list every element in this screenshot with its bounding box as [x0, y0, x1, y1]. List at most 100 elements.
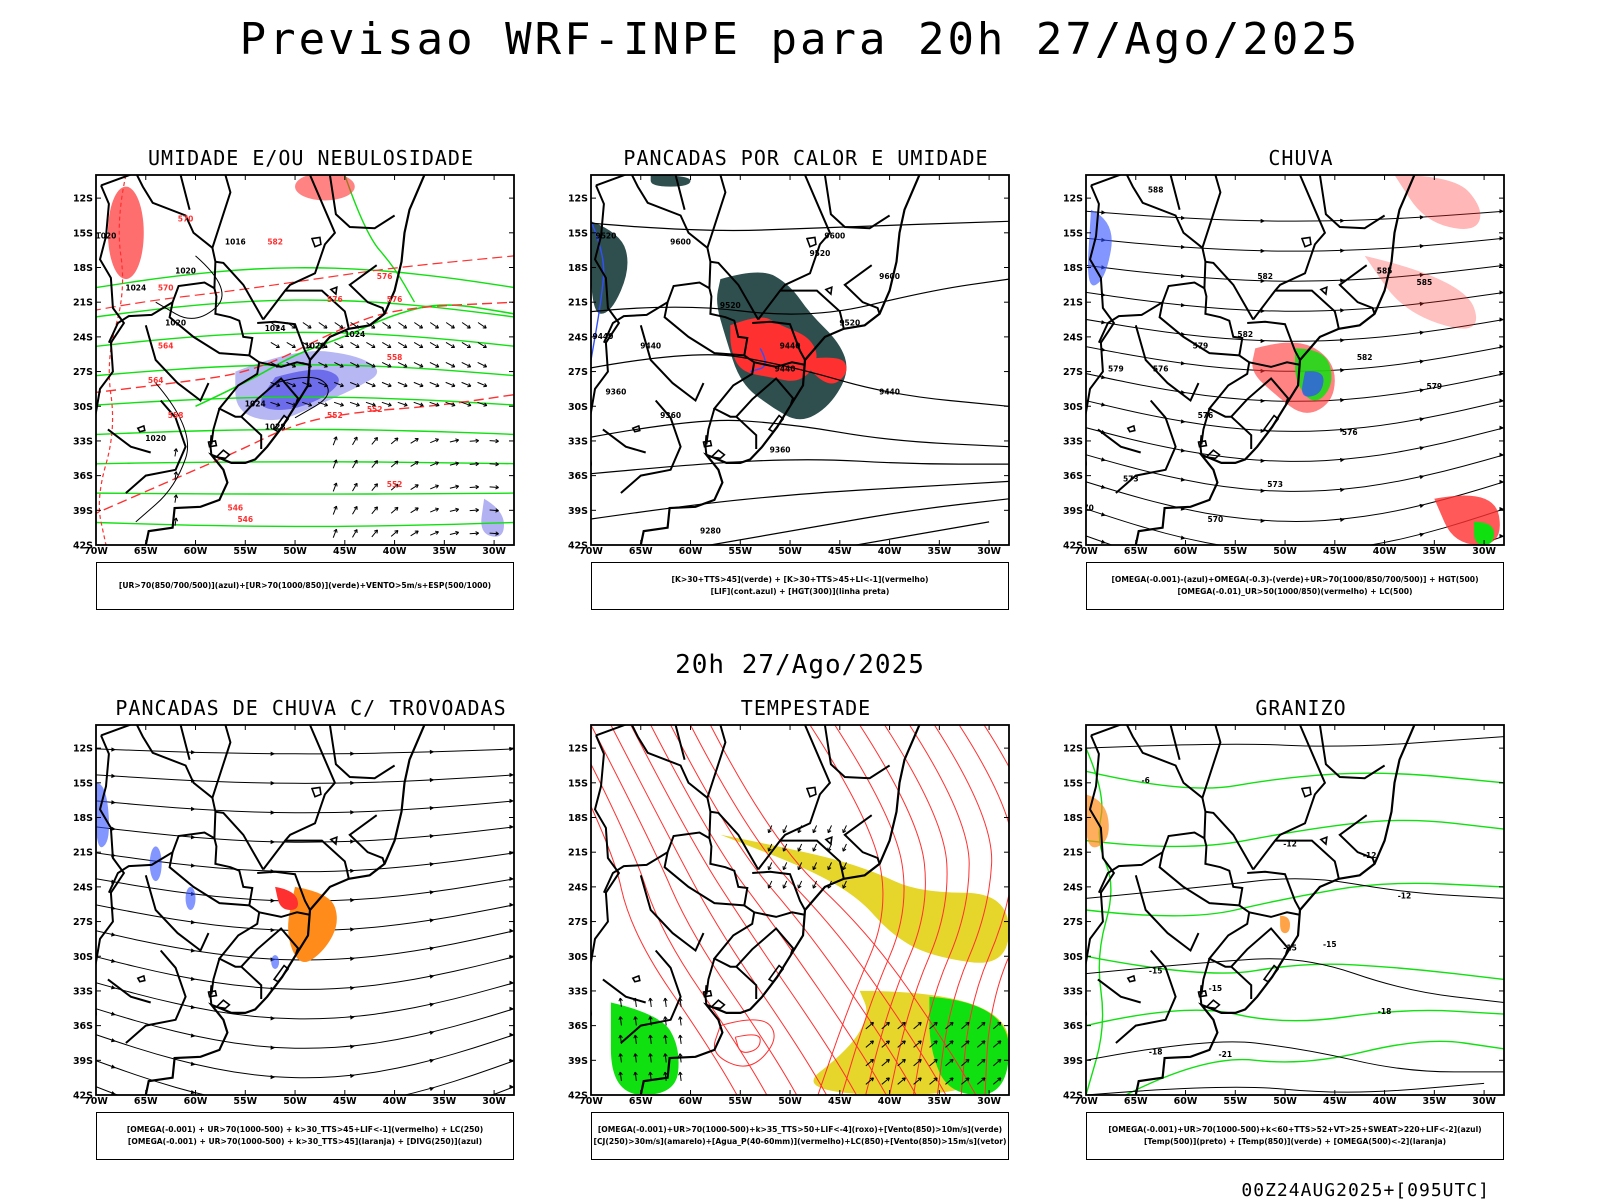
- legend-box: [OMEGA(-0.001)-(azul)+OMEGA(-0.3)-(verde…: [1086, 562, 1504, 610]
- streamline-arrow: [1101, 540, 1106, 544]
- streamline: [76, 774, 514, 784]
- contour-label: 1024: [125, 284, 146, 293]
- country-border: [126, 951, 186, 1044]
- lon-tick-label: 35W: [927, 1096, 951, 1107]
- contour-label: 585: [1417, 278, 1433, 287]
- streamline-arrow: [1340, 368, 1345, 372]
- lon-tick-label: 35W: [1422, 1096, 1446, 1107]
- contour-label: 9360: [770, 446, 791, 455]
- lat-tick-label: 24S: [568, 332, 588, 343]
- lat-tick-label: 24S: [73, 882, 93, 893]
- lon-tick-label: 30W: [482, 1096, 506, 1107]
- country-border: [1098, 979, 1141, 1002]
- streamline-arrow: [1101, 402, 1106, 406]
- country-border: [1253, 175, 1325, 320]
- green-contour: [76, 493, 514, 494]
- streamline: [1066, 236, 1504, 251]
- lon-tick-label: 30W: [1472, 546, 1496, 557]
- lon-tick-label: 50W: [283, 1096, 307, 1107]
- lat-tick-label: 30S: [73, 952, 93, 963]
- lat-tick-label: 36S: [1063, 471, 1083, 482]
- temp500-contour: [1086, 879, 1504, 899]
- country-border: [825, 725, 890, 778]
- legend-line: [OMEGA(-0.01)_UR>50(1000/850)(vermelho) …: [1178, 586, 1413, 598]
- streamline-arrow: [1420, 215, 1425, 219]
- lon-tick-label: 50W: [778, 546, 802, 557]
- divergence-speckle: [271, 955, 279, 969]
- lat-tick-label: 33S: [73, 436, 93, 447]
- streamline-arrow: [430, 862, 435, 866]
- streamline-arrow: [1181, 274, 1186, 278]
- green-contour: [76, 462, 514, 464]
- contour-label: -6: [1142, 776, 1150, 785]
- streamline-arrow: [1261, 459, 1266, 463]
- legend-line: [LIF](cont.azul) + [HGT(300)](linha pret…: [711, 586, 890, 598]
- contour-label: 1016: [225, 237, 246, 246]
- map-layer: [561, 723, 1031, 1112]
- streamline-arrow: [1101, 512, 1106, 516]
- lat-tick-label: 12S: [568, 194, 588, 205]
- page-title: Previsao WRF-INPE para 20h 27/Ago/2025: [0, 14, 1600, 65]
- lat-tick-label: 21S: [1063, 848, 1083, 859]
- country-border: [1091, 723, 1242, 906]
- lake: [216, 1000, 229, 1008]
- hgt300-contour: [571, 460, 1009, 476]
- panel-title: PANCADAS POR CALOR E UMIDADE: [591, 146, 1021, 170]
- country-border: [1340, 265, 1375, 314]
- lat-tick-label: 21S: [73, 298, 93, 309]
- map-layer: 9520960096009520944094409520944096009520…: [561, 173, 1009, 557]
- streamline-arrow: [1340, 458, 1345, 462]
- lon-tick-label: 40W: [878, 546, 902, 557]
- contour-label: -15: [1323, 940, 1337, 949]
- lake: [216, 450, 229, 458]
- lat-tick-label: 30S: [73, 402, 93, 413]
- lon-tick-label: 70W: [84, 1096, 108, 1107]
- legend-line: [UR>70(850/700/500)](azul)+[UR>70(1000/8…: [119, 580, 491, 592]
- country-border: [1275, 291, 1339, 329]
- lat-tick-label: 33S: [568, 436, 588, 447]
- contour-label: 552: [387, 480, 403, 489]
- map-pancadas-calor: 9520960096009520944094409520944096009520…: [561, 172, 1031, 562]
- country-border: [1136, 875, 1199, 950]
- contour-label: 576: [387, 295, 403, 304]
- contour-label: 9360: [605, 388, 626, 397]
- country-border: [181, 725, 190, 760]
- contour-label: -18: [1378, 1007, 1392, 1016]
- map-layer: 1020101610201024102010241020102410281024…: [66, 173, 514, 545]
- rain-area: [1395, 175, 1481, 229]
- contour-label: 576: [1198, 411, 1214, 420]
- country-border: [845, 815, 880, 864]
- contour-label: 570: [1208, 515, 1224, 524]
- lake: [807, 787, 816, 796]
- contour-label: 1020: [305, 341, 326, 350]
- lake: [826, 837, 832, 844]
- lon-tick-label: 65W: [134, 1096, 158, 1107]
- contour-label: 582: [1237, 330, 1253, 339]
- streamline-arrow: [271, 752, 276, 756]
- streamline-arrow: [1261, 519, 1266, 523]
- streamline-arrow: [1261, 489, 1266, 493]
- lon-tick-label: 55W: [728, 1096, 752, 1107]
- streamline-arrow: [111, 1065, 116, 1069]
- country-border: [676, 725, 685, 760]
- contour-label: 582: [1257, 272, 1273, 281]
- lon-tick-label: 30W: [482, 546, 506, 557]
- streamline-arrow: [350, 810, 355, 814]
- country-border: [1160, 852, 1240, 905]
- lat-tick-label: 24S: [1063, 882, 1083, 893]
- legend-line: [OMEGA(-0.001)+UR>70(1000-500)+k<60+TTS>…: [1108, 1124, 1481, 1136]
- country-border: [1099, 833, 1205, 893]
- contour-label: 9440: [879, 388, 900, 397]
- streamline-arrow: [1101, 485, 1106, 489]
- hgt300-contour: [710, 499, 1009, 545]
- contour-label: -12: [1283, 839, 1297, 848]
- lon-tick-label: 70W: [1074, 1096, 1098, 1107]
- country-border: [1116, 951, 1176, 1044]
- temp500-contour: [1086, 1042, 1504, 1072]
- streamline-arrow: [350, 1045, 355, 1049]
- lon-tick-label: 60W: [184, 1096, 208, 1107]
- legend-line: [OMEGA(-0.001)+UR>70(1000-500)+k>35_TTS>…: [598, 1124, 1002, 1136]
- streamline-arrow: [1261, 399, 1266, 403]
